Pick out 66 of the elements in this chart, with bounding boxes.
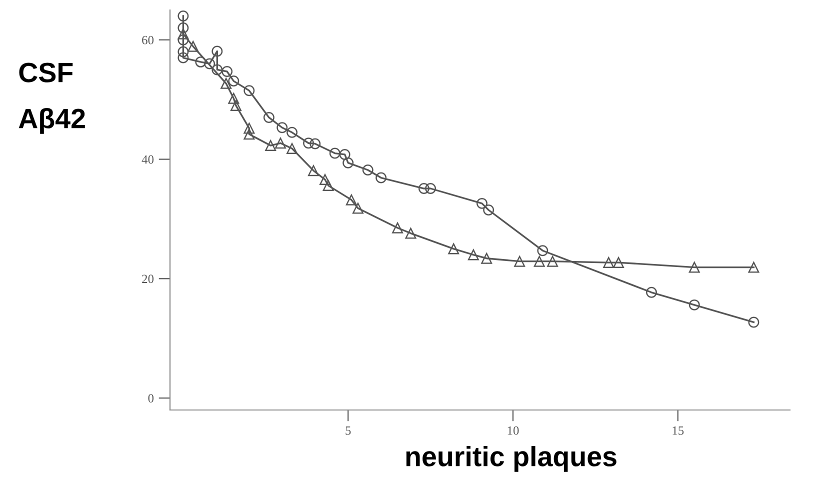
point: [362, 164, 374, 176]
point: [748, 316, 760, 328]
point: [748, 262, 760, 273]
point: [476, 198, 488, 209]
point: [212, 64, 223, 76]
point: [342, 157, 354, 168]
point: [534, 256, 545, 267]
y-tick-label: 40: [142, 155, 154, 164]
point: [178, 34, 189, 46]
point: [418, 183, 430, 194]
point: [392, 222, 404, 234]
point: [303, 138, 314, 149]
x-axis-title: neuritic plaques: [406, 446, 616, 472]
point: [188, 40, 199, 52]
point: [688, 262, 700, 273]
point: [230, 100, 242, 112]
point: [339, 148, 350, 160]
point: [228, 76, 240, 87]
point: [204, 58, 216, 70]
point: [481, 252, 492, 264]
point: [274, 138, 286, 149]
point: [329, 148, 340, 159]
point: [244, 85, 255, 96]
point: [322, 180, 334, 192]
point: [286, 143, 298, 154]
point: [178, 28, 189, 40]
point: [265, 140, 276, 152]
point: [244, 128, 255, 140]
point: [220, 78, 232, 89]
x-tick-label: 15: [672, 426, 684, 435]
point: [178, 22, 189, 34]
point: [514, 256, 526, 267]
point: [276, 122, 288, 134]
point: [646, 286, 657, 298]
point: [178, 46, 189, 58]
point: [483, 204, 494, 216]
point: [308, 165, 319, 176]
point: [310, 138, 321, 150]
point: [178, 10, 189, 22]
point: [537, 245, 548, 256]
point: [212, 46, 223, 57]
y-tick-label: 0: [148, 394, 154, 403]
point: [603, 257, 614, 268]
y-tick-label: 60: [142, 36, 154, 44]
point: [688, 299, 700, 310]
point: [244, 122, 255, 134]
y-tick-label: 20: [142, 274, 154, 284]
x-tick-label: 5: [346, 426, 351, 435]
point: [547, 256, 558, 267]
point: [178, 52, 189, 64]
point: [352, 202, 364, 214]
point: [468, 249, 479, 260]
point: [613, 257, 624, 268]
point: [228, 92, 240, 104]
y-axis-title: CSF Aβ42: [18, 62, 85, 134]
point: [405, 228, 416, 239]
point: [195, 56, 206, 68]
point: [222, 66, 233, 77]
point: [425, 183, 436, 194]
point: [376, 172, 387, 184]
x-tick-label: 10: [508, 426, 519, 435]
point: [286, 126, 298, 138]
point: [448, 243, 460, 254]
point: [346, 194, 357, 206]
point: [320, 174, 330, 186]
point: [263, 112, 274, 123]
